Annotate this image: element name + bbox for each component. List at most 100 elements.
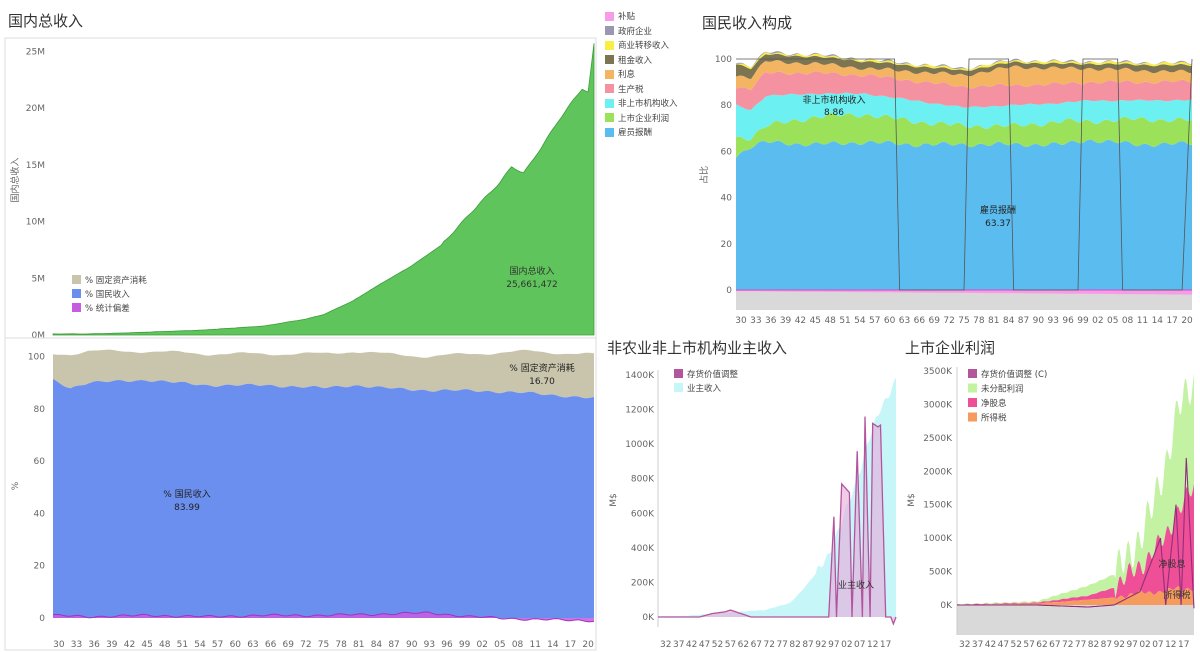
prop-ytick: 0K [642, 613, 655, 623]
gni-share-chart: 100 80 60 40 20 0% 30 33 36 39 42 45 48 51 54 57 60 63 66 6… [4, 337, 597, 651]
prop-ytick: 200K [631, 578, 655, 588]
legend-label: 上市企业利润 [618, 113, 670, 124]
comp-xtick: 48 [824, 316, 836, 326]
legend-swatch [605, 98, 614, 108]
corp-xtick: 07 [1152, 640, 1163, 650]
share-ytick: 20 [34, 562, 46, 572]
comp-xtick: 33 [750, 316, 761, 326]
corp-xtick: 17 [1178, 640, 1189, 650]
corp-xtick: 02 [1139, 640, 1150, 650]
prop-xtick: 97 [828, 640, 839, 650]
legend-swatch [605, 113, 614, 122]
corp-xtick: 82 [1088, 640, 1099, 650]
prop-ytick: 1200K [625, 406, 655, 416]
prop-xtick: 87 [802, 640, 813, 650]
comp-compensation-area [736, 139, 1192, 290]
prop-xtick: 37 [673, 640, 684, 650]
comp-transfer-area [736, 52, 1192, 71]
corp-xtick: 97 [1126, 640, 1137, 650]
comp-xtick: 05 [1107, 316, 1118, 326]
corp-ytick: 1000K [923, 534, 953, 544]
comp-xtick: 02 [1092, 316, 1103, 326]
gni-ytick: 0M [32, 331, 46, 341]
gni-ytick: 20M [26, 104, 45, 114]
share-xtick: 17 [565, 640, 576, 650]
share-xtick: 69 [282, 640, 294, 650]
share-xtick: 96 [441, 640, 453, 650]
corp-annotation-label: 净股息 [1158, 558, 1185, 570]
legend-label: 政府企业 [618, 26, 653, 37]
corp-ytick: 2000K [923, 467, 953, 477]
comp-xtick: 17 [1166, 316, 1177, 326]
comp-xtick: 60 [884, 316, 896, 326]
comp-subsidy-area [736, 290, 1192, 295]
legend-swatch [605, 69, 614, 79]
gni-legend-label: % 统计偏差 [85, 303, 130, 314]
legend-label: 利息 [618, 70, 636, 80]
legend-label: 雇员报酬 [618, 128, 653, 138]
share-ytick: 40 [34, 509, 46, 519]
corp-ytick: 1500K [923, 501, 953, 511]
comp-xtick: 14 [1152, 316, 1164, 326]
legend-swatch [605, 127, 614, 137]
corp-adjustment-line [957, 457, 1195, 609]
prop-xtick: 67 [751, 640, 762, 650]
comp-annotation-label: 非上市机构收入 [802, 94, 865, 106]
corp-legend-swatch [968, 398, 977, 407]
prop-ytick: 600K [631, 509, 655, 519]
corp-xtick: 57 [1023, 640, 1034, 650]
share-ytick: 80 [34, 405, 46, 415]
share-xtick: 66 [265, 640, 277, 650]
share-xtick: 78 [335, 640, 347, 650]
corp-ytick: 500K [929, 568, 953, 578]
proprietor-chart-title: 非农业非上市机构业主收入 [607, 339, 788, 357]
share-xtick: 08 [512, 640, 524, 650]
prop-adjustment-area [658, 416, 896, 624]
comp-rent-area [736, 53, 1192, 80]
share-xtick: 11 [529, 640, 540, 650]
corp-xtick: 67 [1049, 640, 1060, 650]
gni-legend-swatch [72, 289, 81, 298]
corp-ytick: 3000K [923, 400, 953, 410]
legend-label: 租金收入 [618, 55, 653, 66]
corp-xtick: 32 [959, 640, 970, 650]
share-annotation-value: 83.99 [174, 503, 200, 513]
share-xtick: 93 [424, 640, 435, 650]
legend-swatch [605, 11, 614, 21]
comp-xtick: 84 [1003, 316, 1015, 326]
share-xtick: 99 [459, 640, 471, 650]
share-xtick: 84 [371, 640, 383, 650]
corp-negative-band [957, 605, 1194, 635]
comp-xtick: 99 [1077, 316, 1089, 326]
corp-xtick: 12 [1165, 640, 1176, 650]
prop-xtick: 17 [880, 640, 891, 650]
gni-ytick: 5M [32, 274, 46, 284]
corp-legend-swatch [968, 383, 977, 393]
comp-negative-band [736, 290, 1192, 310]
comp-ytick: 40 [721, 194, 733, 204]
corp-tax-area [957, 586, 1194, 605]
corp-xtick: 87 [1101, 640, 1112, 650]
comp-ytick: 100 [715, 55, 732, 65]
comp-xtick: 81 [988, 316, 999, 326]
prop-legend-label: 业主收入 [687, 383, 722, 394]
comp-xtick: 54 [854, 316, 866, 326]
share-frame [4, 337, 597, 651]
share-xtick: 02 [477, 640, 488, 650]
gni-legend-label: % 固定资产消耗 [85, 275, 147, 286]
prop-ytick: 1400K [625, 371, 655, 381]
composition-legend-item: 商业转移收入 [605, 39, 669, 51]
gni-ytick: 25M [26, 47, 45, 57]
share-annotation-value: 16.70 [529, 377, 555, 387]
corp-legend-swatch [968, 369, 977, 378]
prop-ytick: 400K [631, 544, 655, 554]
gni-ytick: 10M [26, 218, 45, 228]
corp-legend-label: 未分配利润 [981, 384, 1024, 395]
prop-xtick: 82 [789, 640, 800, 650]
comp-xtick: 93 [1047, 316, 1058, 326]
gni-legend-swatch [72, 275, 81, 284]
legend-swatch [605, 40, 614, 50]
gni-area [52, 43, 595, 336]
prop-adjustment-line [658, 416, 897, 626]
